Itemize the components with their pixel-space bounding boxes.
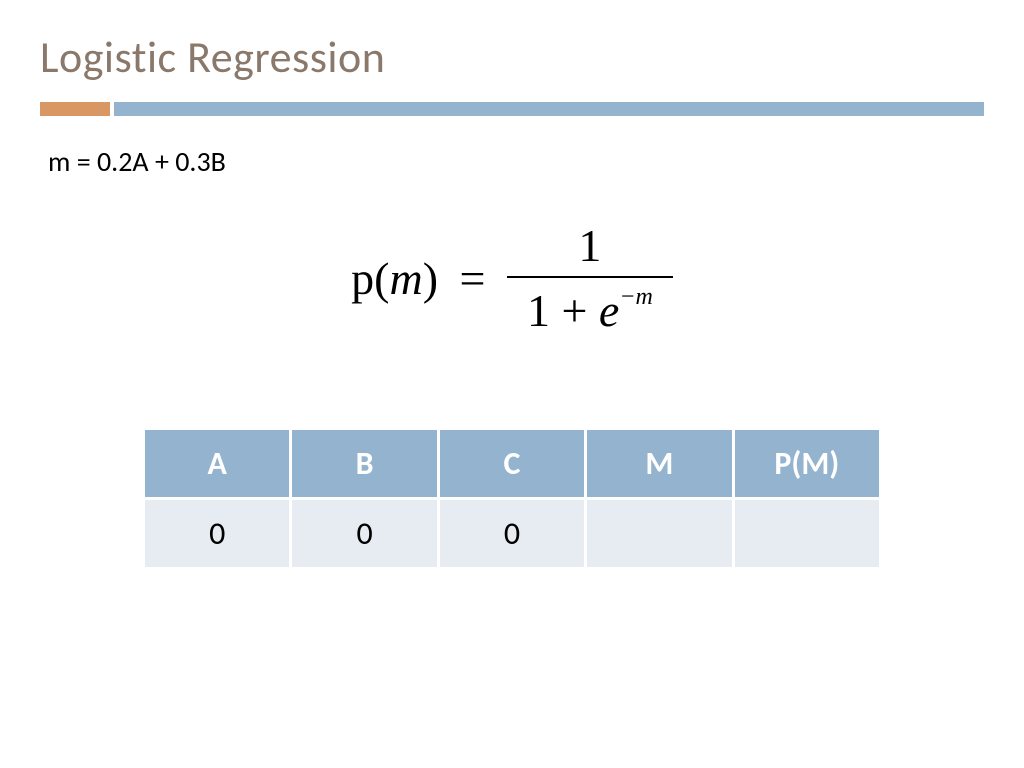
col-header-c: C — [440, 430, 584, 497]
col-header-b: B — [292, 430, 436, 497]
cell-b: 0 — [292, 500, 436, 567]
cell-c: 0 — [440, 500, 584, 567]
accent-bar — [40, 102, 984, 116]
linear-equation: m = 0.2A + 0.3B — [48, 144, 984, 179]
formula-lhs: p(m) — [351, 252, 438, 305]
formula-equals: = — [460, 252, 486, 305]
formula-fraction: 1 1 + e−m — [507, 219, 673, 337]
formula-numerator: 1 — [507, 219, 673, 276]
accent-blue-block — [114, 102, 984, 116]
table-row: 0 0 0 — [145, 500, 879, 567]
accent-orange-block — [40, 102, 110, 116]
formula-denominator: 1 + e−m — [507, 276, 673, 337]
col-header-pm: P(M) — [735, 430, 879, 497]
formula-p: p( — [351, 253, 389, 304]
cell-a: 0 — [145, 500, 289, 567]
formula-close-paren: ) — [423, 253, 438, 304]
formula-m-var: m — [389, 253, 422, 304]
denom-exponent: −m — [619, 284, 653, 310]
slide-container: Logistic Regression m = 0.2A + 0.3B p(m)… — [0, 0, 1024, 768]
cell-pm — [735, 500, 879, 567]
slide-title: Logistic Regression — [40, 30, 984, 84]
data-table: A B C M P(M) 0 0 0 — [142, 427, 882, 570]
cell-m — [587, 500, 731, 567]
col-header-m: M — [587, 430, 731, 497]
table-container: A B C M P(M) 0 0 0 — [142, 427, 882, 570]
col-header-a: A — [145, 430, 289, 497]
sigmoid-formula: p(m) = 1 1 + e−m — [40, 219, 984, 337]
table-header-row: A B C M P(M) — [145, 430, 879, 497]
denom-e: e — [599, 285, 619, 336]
denom-prefix: 1 + — [527, 285, 599, 336]
